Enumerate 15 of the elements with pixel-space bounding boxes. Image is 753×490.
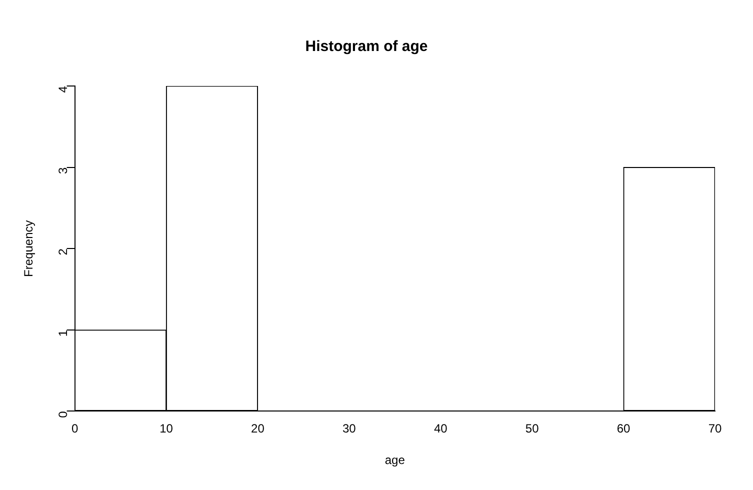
x-tick-label: 70 xyxy=(708,422,722,436)
x-tick-label: 10 xyxy=(160,422,174,436)
x-axis-title: age xyxy=(384,453,406,468)
x-tick-label: 30 xyxy=(342,422,356,436)
x-tick-label: 60 xyxy=(616,422,631,436)
y-tick-label: 4 xyxy=(56,86,70,93)
x-tick-label: 20 xyxy=(251,422,265,436)
y-tick-label: 0 xyxy=(56,410,70,418)
x-tick-label: 40 xyxy=(434,422,448,436)
y-tick-label: 3 xyxy=(56,166,70,174)
y-axis-title: Frequency xyxy=(22,220,36,277)
y-tick-label: 1 xyxy=(56,330,70,337)
x-tick-label: 50 xyxy=(525,422,540,436)
chart-title: Histogram of age xyxy=(305,38,428,56)
y-tick-label: 2 xyxy=(56,248,70,256)
